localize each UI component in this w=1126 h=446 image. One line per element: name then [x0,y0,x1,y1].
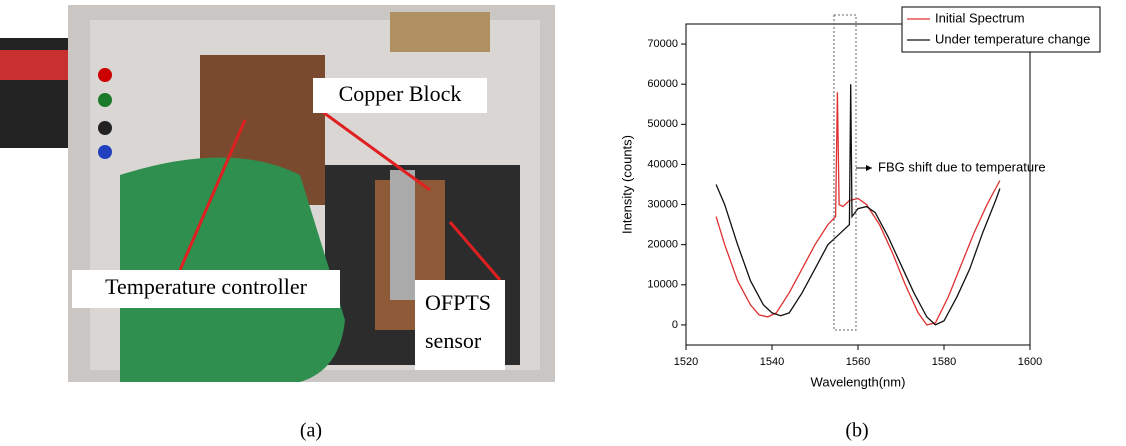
y-tick-label: 50000 [647,118,678,130]
photo-label: Copper Block [339,81,462,106]
photo-label: Temperature controller [105,274,308,299]
x-tick-label: 1580 [932,356,956,368]
x-tick-label: 1600 [1018,356,1042,368]
caption: (b) [845,420,868,442]
caption: (a) [300,420,322,442]
x-tick-label: 1560 [846,356,870,368]
y-tick-label: 10000 [647,279,678,291]
y-tick-label: 70000 [647,38,678,50]
legend-label: Under temperature change [935,31,1090,46]
y-tick-label: 20000 [647,239,678,251]
x-tick-label: 1520 [674,356,698,368]
annotation: FBG shift due to temperature [878,159,1046,174]
x-axis-label: Wavelength(nm) [811,374,906,389]
annotation-box [834,15,856,330]
plot-frame [686,24,1030,345]
series-line [716,84,1000,325]
photo-label: OFPTS [425,290,491,315]
y-tick-label: 40000 [647,158,678,170]
terminal [98,121,112,135]
terminal [98,93,112,107]
y-tick-label: 0 [672,319,678,331]
chart: 0 10000 20000 30000 40000 50000 60000 70000 1520… [619,7,1100,389]
legend-label: Initial Spectrum [935,10,1025,25]
figure: Copper Block Temperature controller OFPT… [0,0,1126,446]
y-tick-label: 60000 [647,78,678,90]
clamp-red [0,50,75,80]
bracket [390,170,415,300]
circuit-board-2 [390,12,490,52]
terminal [98,68,112,82]
annotation-arrowhead [866,165,872,171]
y-axis-label: Intensity (counts) [619,135,634,234]
x-tick-label: 1540 [760,356,784,368]
photo-label: sensor [425,328,482,353]
terminal [98,145,112,159]
photo: Copper Block Temperature controller OFPT… [0,5,555,382]
y-tick-label: 30000 [647,198,678,210]
